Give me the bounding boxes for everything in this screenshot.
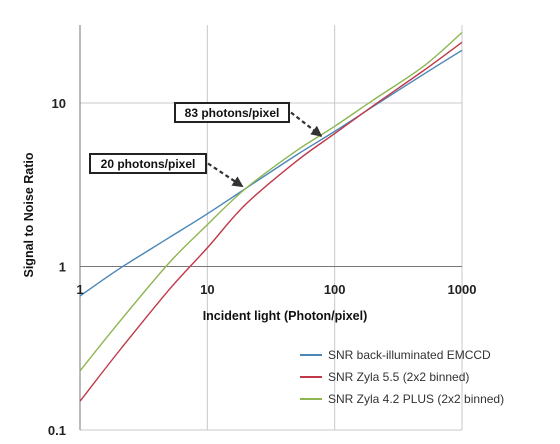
annotations: 83 photons/pixel 20 photons/pixel: [89, 102, 323, 188]
legend: SNR back-illuminated EMCCD SNR Zyla 5.5 (…: [300, 348, 504, 406]
y-tick-label-1: 1: [59, 260, 66, 275]
annotation-arrow-2: [207, 162, 244, 188]
axes: [79, 25, 462, 430]
x-tick-label-100: 100: [324, 282, 346, 297]
x-tick-label-1: 1: [76, 282, 83, 297]
x-tick-label-1000: 1000: [448, 282, 477, 297]
x-tick-label-10: 10: [200, 282, 214, 297]
tick-labels: 0.1 1 10 1 10 100 1000: [48, 96, 477, 438]
x-axis-label: Incident light (Photon/pixel): [203, 309, 368, 323]
series-line-1: [79, 49, 463, 297]
legend-item-1: SNR back-illuminated EMCCD: [300, 348, 491, 362]
annotation-box-2: [89, 153, 207, 174]
annotation-2: 20 photons/pixel: [89, 153, 244, 188]
series-lines: [79, 31, 463, 402]
annotation-box-1: [174, 102, 290, 123]
legend-label-3: SNR Zyla 4.2 PLUS (2x2 binned): [328, 392, 504, 406]
legend-item-3: SNR Zyla 4.2 PLUS (2x2 binned): [300, 392, 504, 406]
y-axis-label: Signal to Noise Ratio: [22, 152, 36, 277]
legend-item-2: SNR Zyla 5.5 (2x2 binned): [300, 370, 469, 384]
y-tick-label-0.1: 0.1: [48, 423, 66, 438]
series-line-3: [79, 31, 463, 372]
annotation-arrow-1: [290, 111, 323, 137]
legend-label-1: SNR back-illuminated EMCCD: [328, 348, 491, 362]
annotation-1: 83 photons/pixel: [174, 102, 323, 137]
legend-label-2: SNR Zyla 5.5 (2x2 binned): [328, 370, 469, 384]
annotation-label-2: 20 photons/pixel: [101, 157, 196, 171]
y-tick-label-10: 10: [52, 96, 66, 111]
annotation-label-1: 83 photons/pixel: [185, 106, 280, 120]
series-line-2: [79, 41, 463, 402]
